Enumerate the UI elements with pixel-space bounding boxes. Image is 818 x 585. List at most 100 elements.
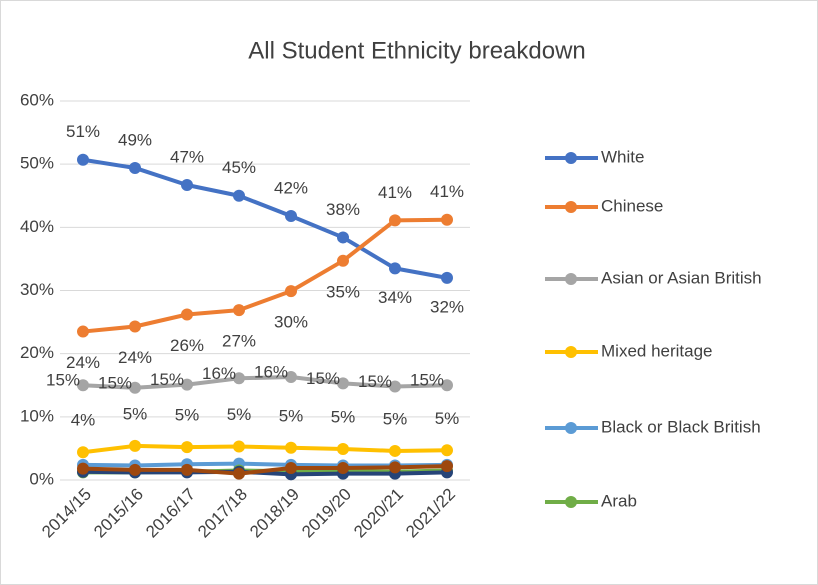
y-tick-label: 50% — [20, 154, 54, 173]
legend-marker — [565, 346, 577, 358]
point — [181, 463, 193, 476]
data-label: 30% — [274, 313, 308, 332]
data-label: 49% — [118, 130, 152, 149]
data-label: 5% — [435, 409, 460, 428]
point — [285, 461, 297, 474]
point — [129, 381, 141, 394]
point — [233, 467, 245, 480]
point — [441, 271, 453, 284]
point — [337, 461, 349, 474]
legend-marker — [565, 152, 577, 164]
legend-label: Black or Black British — [601, 417, 761, 436]
data-label: 24% — [66, 353, 100, 372]
data-label: 5% — [227, 405, 252, 424]
point — [181, 378, 193, 391]
point — [285, 441, 297, 454]
point — [77, 462, 89, 475]
point — [285, 209, 297, 222]
point — [181, 308, 193, 321]
point — [129, 463, 141, 476]
data-label: 5% — [383, 409, 408, 428]
point — [77, 446, 89, 459]
point — [389, 262, 401, 275]
point — [77, 153, 89, 166]
point — [77, 325, 89, 338]
y-tick-label: 60% — [20, 90, 54, 109]
series-line — [82, 443, 448, 455]
data-label: 15% — [150, 370, 184, 389]
point — [337, 443, 349, 456]
point — [441, 213, 453, 226]
chart-title: All Student Ethnicity breakdown — [248, 37, 586, 64]
point — [233, 372, 245, 385]
data-label: 24% — [118, 348, 152, 367]
point — [233, 189, 245, 202]
data-label: 41% — [378, 183, 412, 202]
point — [337, 254, 349, 267]
point — [441, 379, 453, 392]
legend-label: Mixed heritage — [601, 341, 713, 360]
data-label: 15% — [410, 371, 444, 390]
data-label: 15% — [306, 369, 340, 388]
legend-label: Arab — [601, 491, 637, 510]
y-tick-label: 20% — [20, 343, 54, 362]
legend-marker — [565, 496, 577, 508]
series-line — [82, 464, 448, 476]
y-tick-label: 40% — [20, 217, 54, 236]
data-label: 27% — [222, 332, 256, 351]
legend-label: White — [601, 147, 644, 166]
point — [441, 444, 453, 457]
data-label: 47% — [170, 147, 204, 166]
data-label: 51% — [66, 122, 100, 141]
point — [389, 214, 401, 227]
data-label: 16% — [202, 364, 236, 383]
point — [233, 440, 245, 453]
series-line — [82, 157, 448, 280]
data-label: 5% — [175, 406, 200, 425]
data-label: 5% — [279, 406, 304, 425]
y-tick-label: 30% — [20, 280, 54, 299]
data-label: 41% — [430, 182, 464, 201]
legend-label: Chinese — [601, 196, 663, 215]
point — [129, 439, 141, 452]
legend-marker — [565, 273, 577, 285]
data-label: 35% — [326, 282, 360, 301]
data-label: 34% — [378, 288, 412, 307]
data-label: 26% — [170, 336, 204, 355]
series-line — [82, 469, 448, 477]
point — [181, 441, 193, 454]
point — [129, 161, 141, 174]
point — [337, 377, 349, 390]
legend-marker — [565, 201, 577, 213]
point — [285, 371, 297, 384]
y-tick-label: 10% — [20, 406, 54, 425]
point — [77, 379, 89, 392]
series-line — [82, 461, 448, 468]
data-label: 15% — [46, 371, 80, 390]
y-tick-label: 0% — [29, 469, 54, 488]
data-label: 15% — [358, 372, 392, 391]
point — [389, 461, 401, 474]
point — [181, 179, 193, 192]
data-label: 38% — [326, 200, 360, 219]
point — [233, 304, 245, 317]
point — [129, 320, 141, 333]
data-label: 16% — [254, 363, 288, 382]
data-label: 4% — [71, 411, 96, 430]
data-label: 32% — [430, 297, 464, 316]
series-line — [82, 375, 448, 390]
series-line — [82, 217, 448, 334]
data-label: 5% — [331, 408, 356, 427]
point — [285, 285, 297, 298]
legend-label: Asian or Asian British — [601, 268, 762, 287]
legend-marker — [565, 422, 577, 434]
point — [441, 460, 453, 473]
data-label: 42% — [274, 178, 308, 197]
point — [389, 444, 401, 457]
data-label: 5% — [123, 404, 148, 423]
data-label: 15% — [98, 373, 132, 392]
point — [389, 380, 401, 393]
